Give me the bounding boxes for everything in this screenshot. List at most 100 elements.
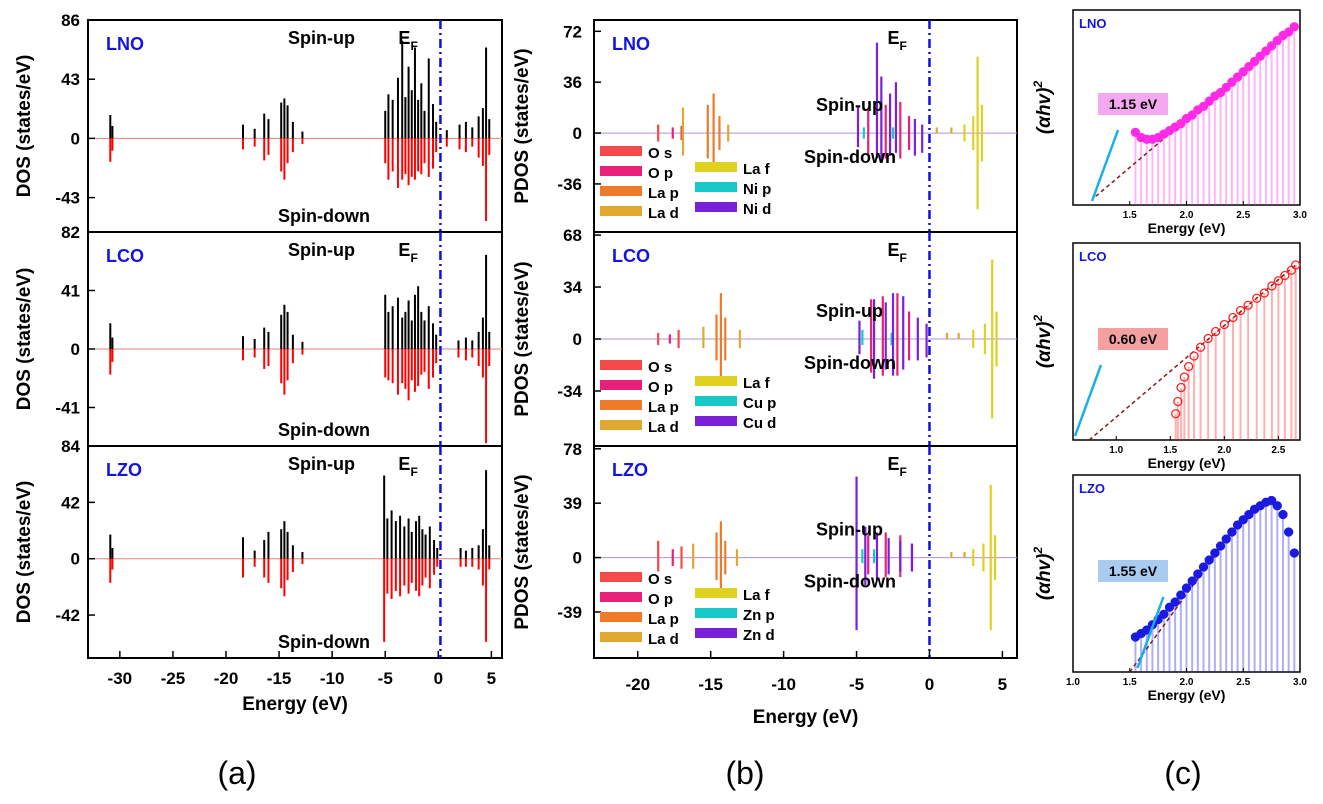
data-point (1243, 300, 1253, 310)
data-point (1198, 562, 1209, 572)
spin-up-label: Spin-up (816, 301, 883, 321)
tauc-panel-lzo: 1.55 eV LZO 1.0 1.5 2.0 2.5 3.0 Energy (eV) (αhv… (1031, 474, 1307, 703)
legend-swatch (600, 146, 642, 156)
data-point (1266, 41, 1277, 51)
panel-label: LZO (612, 460, 648, 480)
data-point (1280, 270, 1290, 281)
gap-arrow (1136, 596, 1165, 669)
legend-label: La p (648, 399, 679, 416)
legend-swatch (695, 182, 737, 192)
legend-label: Zn d (743, 627, 775, 644)
spin-down-label: Spin-down (278, 632, 370, 652)
spin-down-label: Spin-down (278, 206, 370, 226)
y-tick-label: 82 (61, 223, 80, 242)
legend-label: La d (648, 419, 679, 436)
x-tick-label: -20 (214, 669, 239, 688)
gap-label: 1.55 eV (1109, 563, 1158, 579)
tauc-fit-line (1129, 531, 1233, 673)
data-point (1232, 72, 1243, 82)
tauc-fit-line (1095, 109, 1199, 197)
x-tick-label: 1.5 (1163, 445, 1177, 456)
legend-label: La d (648, 631, 679, 648)
legend-swatch (695, 608, 737, 618)
gap-label: 1.15 eV (1109, 96, 1158, 112)
data-point (1203, 333, 1213, 344)
y-tick-label: 36 (563, 73, 582, 92)
data-point (1272, 501, 1282, 511)
data-point (1164, 602, 1175, 612)
legend-swatch (600, 612, 642, 622)
data-point (1238, 67, 1248, 77)
y-tick-label: 41 (61, 281, 80, 300)
data-point (1228, 312, 1238, 323)
data-point (1267, 281, 1277, 291)
y-tick-label: 42 (61, 493, 80, 512)
legend-swatch (600, 186, 642, 196)
panel-frame (593, 445, 1018, 659)
gap-arrow (1090, 129, 1120, 202)
legend-label: O p (648, 591, 673, 608)
legend-swatch (695, 416, 737, 426)
legend-swatch (695, 588, 737, 598)
legend-swatch (695, 162, 737, 172)
x-axis-title: Energy (eV) (1148, 687, 1226, 703)
y-tick-label: 0 (573, 549, 582, 568)
x-tick-label: 2.0 (1180, 210, 1194, 221)
panel-frame (1072, 242, 1301, 441)
gap-label-box (1098, 328, 1168, 350)
x-tick-label: 1.0 (1109, 445, 1123, 456)
y-tick-label: -42 (55, 606, 80, 625)
legend-label: Cu d (743, 415, 776, 432)
x-tick-label: 2.5 (1236, 677, 1250, 688)
x-tick-label: -5 (378, 669, 393, 688)
legend-label: O p (648, 165, 673, 182)
legend-label: Cu p (743, 395, 776, 412)
data-point (1173, 396, 1183, 407)
data-point (1289, 22, 1299, 32)
panel-b-lno: 72 36 0 -36 PDOS (states/eV) O s O p La p La d La… (512, 19, 1018, 233)
panel-label: LCO (1079, 249, 1106, 264)
data-point (1181, 583, 1192, 593)
panel-label: LNO (1079, 16, 1106, 31)
x-tick-label: 0 (434, 669, 443, 688)
panel-label: LZO (106, 460, 142, 480)
y-tick-label: 39 (563, 494, 582, 513)
data-point (1159, 609, 1169, 619)
legend-swatch (695, 396, 737, 406)
tauc-panel-lno: 1.15 eV LNO 1.5 2.0 2.5 3.0 Energy (eV) (αhv)2 (1031, 9, 1307, 236)
data-point (1284, 27, 1294, 37)
legend-label: La p (648, 611, 679, 628)
panel-label: LNO (106, 34, 144, 54)
panel-a-lzo: 84 42 0 -42 DOS (states/eV) LZO EF Spin-up Spin-… (14, 437, 503, 659)
y-tick-label: -43 (55, 189, 80, 208)
y-axis-title: PDOS (states/eV) (512, 48, 533, 203)
legend-swatch (600, 592, 642, 602)
data-point (1227, 77, 1237, 87)
legend-label: La d (648, 205, 679, 222)
x-axis-title: Energy (eV) (1148, 220, 1226, 236)
legend-label: O s (648, 571, 672, 588)
x-tick-label: 3.0 (1293, 210, 1307, 221)
x-tick-label: 1.5 (1123, 210, 1137, 221)
legend-swatch (600, 632, 642, 642)
y-tick-label: -39 (557, 603, 582, 622)
data-point (1255, 51, 1265, 61)
legend-swatch (600, 400, 642, 410)
data-point (1176, 119, 1186, 129)
legend-swatch (695, 376, 737, 386)
x-tick-label: 3.0 (1293, 677, 1307, 688)
legend-swatch (695, 202, 737, 212)
legend-label: Ni d (743, 201, 771, 218)
data-point (1221, 82, 1231, 93)
data-point (1278, 509, 1288, 520)
data-point (1221, 534, 1231, 544)
x-tick-label: -10 (771, 675, 796, 694)
y-axis-title: PDOS (states/eV) (512, 261, 533, 416)
data-point (1284, 527, 1294, 537)
gap-arrow (1073, 364, 1103, 437)
data-point (1252, 293, 1262, 303)
data-point (1187, 110, 1197, 120)
legend-label: La f (743, 587, 771, 604)
y-axis-title: (αhv)2 (1031, 315, 1055, 369)
